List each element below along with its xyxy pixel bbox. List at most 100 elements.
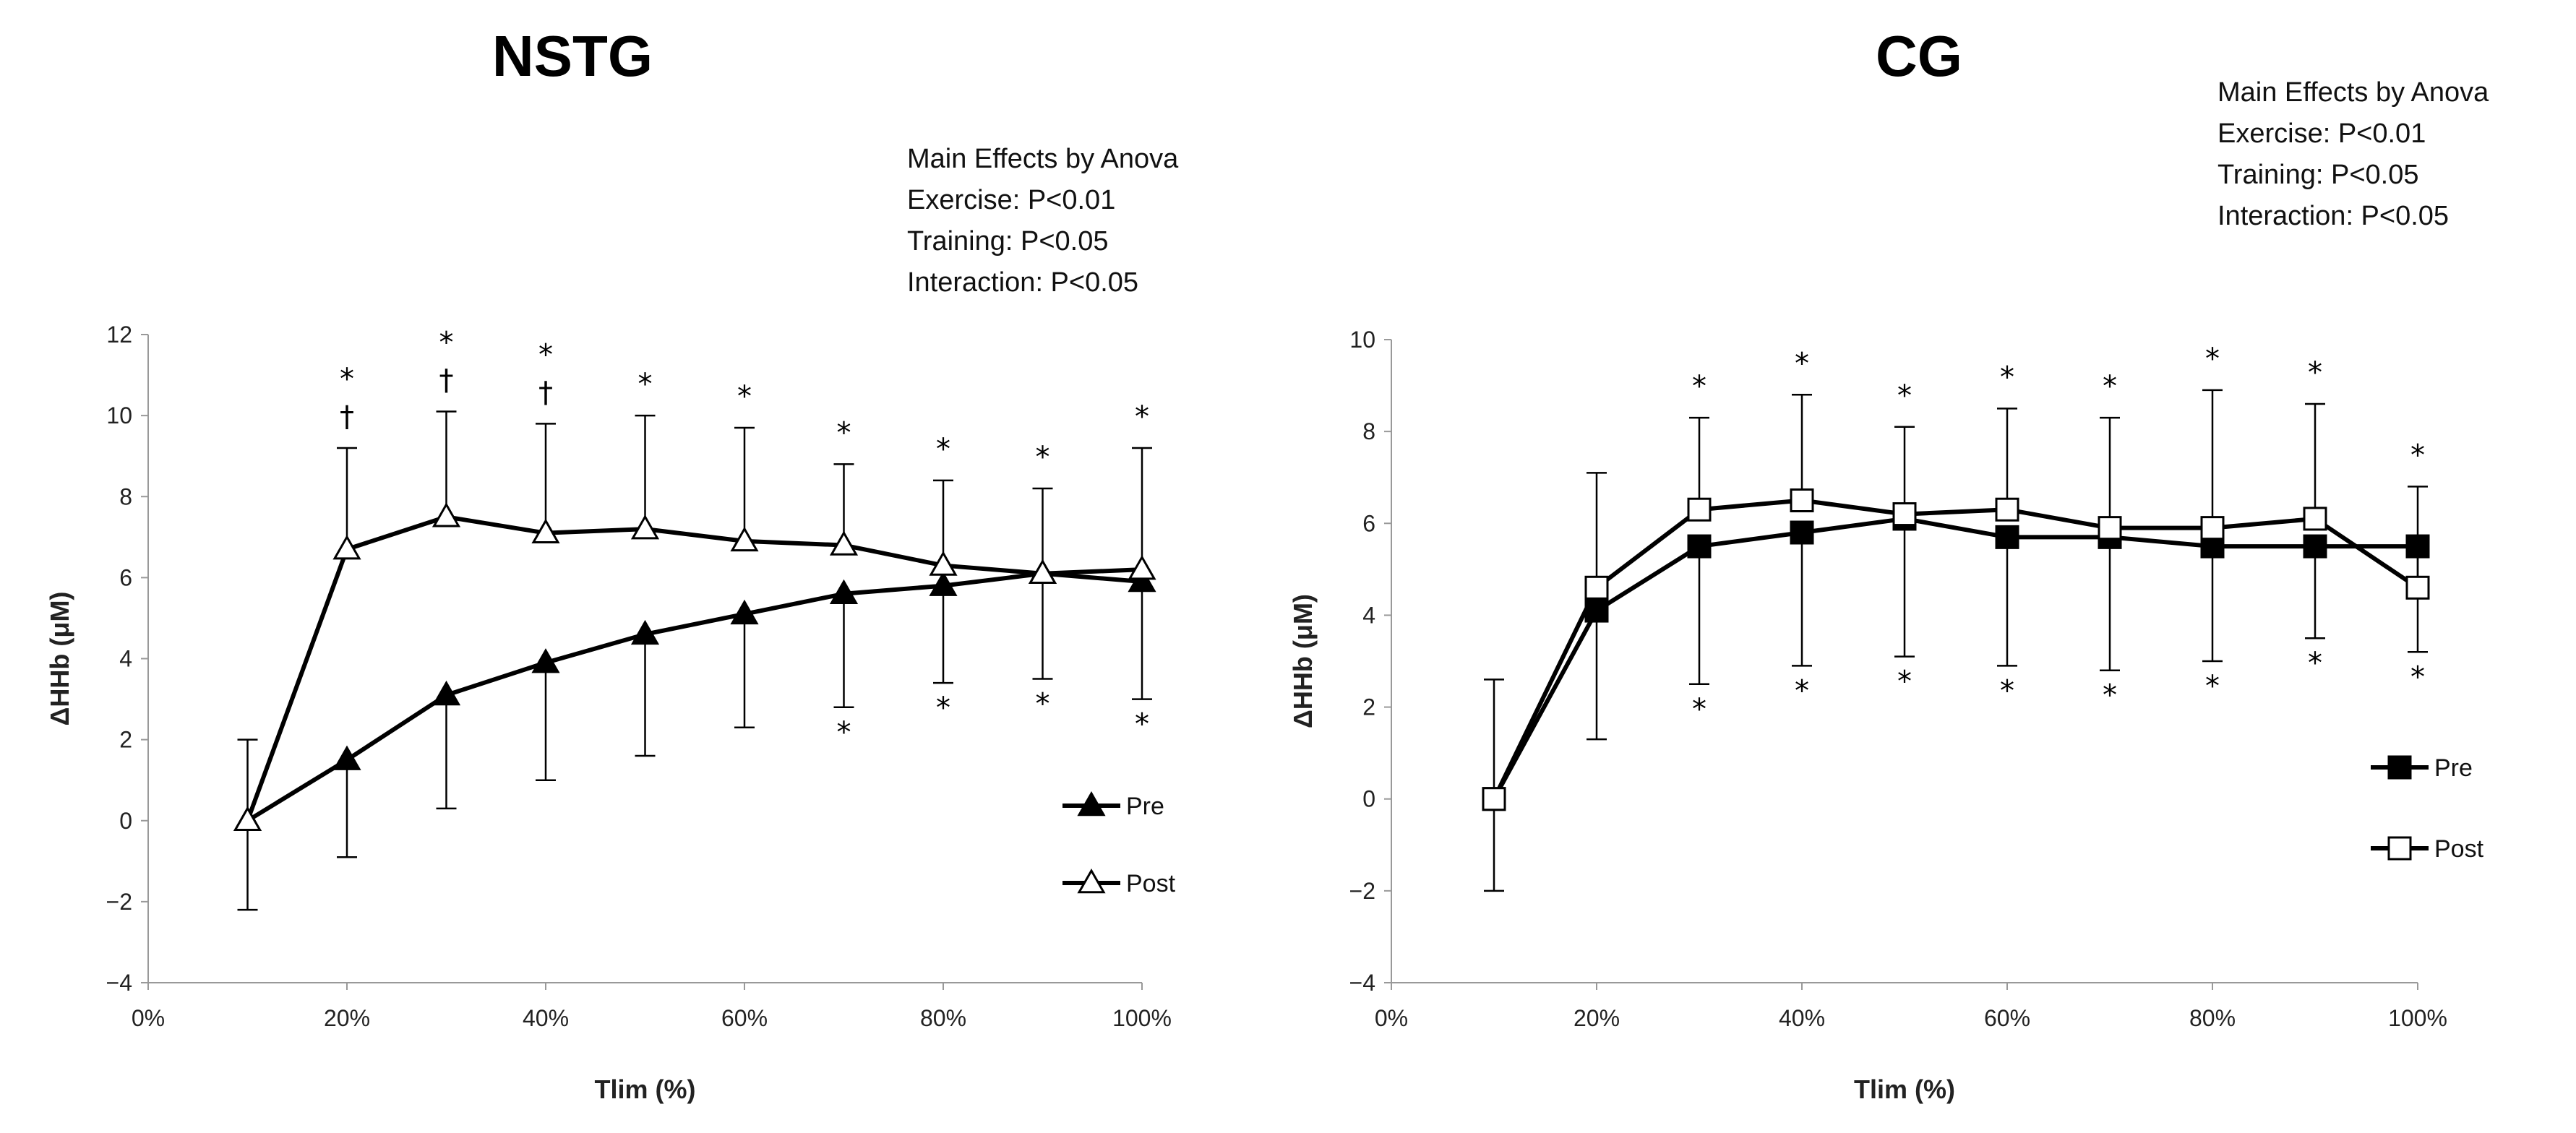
panel1-pre-point [1128, 566, 1156, 593]
panel1-significance-above: † [538, 376, 553, 409]
panel1-pre-point [531, 648, 560, 673]
panel1-significance-below: * [936, 692, 950, 725]
panel1-significance-above: † [340, 400, 354, 434]
panel2-significance-below: * [1795, 674, 1809, 707]
panel1-y-axis-label: ΔHHb (μM) [45, 592, 74, 726]
panel1-y-tick-label: 8 [119, 483, 132, 509]
panel1-post-point [730, 526, 759, 552]
panel2-annotation-line: Exercise: P<0.01 [2217, 119, 2426, 149]
panel2-y-tick-label: −2 [1349, 878, 1375, 904]
panel1-legend-post-marker [1077, 868, 1106, 894]
panel1-y-tick-label: 0 [119, 808, 132, 834]
panel1-significance-below: * [1036, 688, 1050, 721]
panel1-post-point [233, 806, 262, 831]
panel1-significance-above: † [439, 364, 454, 397]
panel2-pre-point [1687, 534, 1712, 559]
panel1-legend-pre-label: Pre [1126, 793, 1164, 820]
panel2-title: CG [1876, 24, 1962, 88]
panel1-post-point [630, 514, 660, 540]
panel2-pre-point [1995, 525, 2019, 549]
panel2-y-tick-label: 8 [1362, 418, 1375, 444]
panel2-annotation-line: Training: P<0.05 [2217, 160, 2419, 190]
panel2-y-tick-label: 4 [1362, 602, 1375, 628]
panel2-legend-pre-marker [2387, 755, 2412, 780]
panel2-y-tick-label: 6 [1362, 510, 1375, 536]
panel2-post-point [1584, 575, 1609, 600]
panel2-x-tick-label: 20% [1573, 1005, 1620, 1031]
panel2-significance-below: * [2000, 674, 2014, 707]
panel2-x-tick-label: 80% [2189, 1005, 2236, 1031]
panel2-y-tick-label: 10 [1349, 327, 1375, 353]
panel2-x-tick-label: 0% [1375, 1005, 1408, 1031]
panel2-post-series-line [1492, 498, 2419, 801]
panel2-significance-above: * [2308, 356, 2322, 389]
panel1-significance-below: * [837, 716, 851, 749]
panel2-legend-post-label: Post [2434, 835, 2484, 863]
panel2-significance-below: * [2103, 679, 2117, 712]
panel1-pre-point [432, 680, 461, 706]
panel2-post-point [2200, 516, 2225, 540]
panel2-significance-above: * [1897, 379, 1912, 413]
panel2-legend-pre-label: Pre [2434, 754, 2473, 782]
panel1-x-tick-label: 100% [1112, 1005, 1172, 1031]
panel1-post-series-line [245, 514, 1143, 822]
panel2-significance-below: * [1692, 693, 1706, 726]
panel2-significance-below: * [2410, 660, 2425, 694]
panel1-post-point [1028, 559, 1057, 585]
panel2-post-point [2098, 516, 2122, 540]
panel1-annotation-line: Main Effects by Anova [907, 144, 1179, 174]
panel1-pre-point [332, 745, 361, 770]
panel1-significance-above: * [439, 327, 454, 360]
panel2-significance-above: * [2205, 343, 2220, 376]
panel1-significance-above: * [538, 338, 553, 371]
panel1-post-point [1128, 555, 1156, 580]
panel1-y-tick-label: −2 [106, 889, 132, 915]
panel2-post-point [2405, 575, 2430, 600]
panel2-pre-point [1790, 520, 1814, 545]
panel1-pre-series-line [246, 571, 1143, 823]
panel2-y-tick-label: 2 [1362, 694, 1375, 720]
panel2-annotation-line: Main Effects by Anova [2217, 77, 2489, 108]
panel2-annotation-line: Interaction: P<0.05 [2217, 201, 2449, 231]
panel1-x-tick-label: 80% [920, 1005, 966, 1031]
panel1-x-tick-label: 20% [324, 1005, 370, 1031]
panel2-post-point [1687, 497, 1712, 522]
panel1-post-point [929, 551, 958, 576]
panel2-pre-point [2405, 534, 2430, 559]
panel2-x-tick-label: 60% [1984, 1005, 2030, 1031]
panel1-x-tick-label: 40% [523, 1005, 569, 1031]
panel1-y-tick-label: 12 [106, 322, 132, 348]
panel2-pre-point [1584, 598, 1609, 623]
panel1-significance-above: * [638, 368, 653, 401]
panel2-y-axis-label: ΔHHb (μM) [1288, 594, 1318, 728]
panel2-significance-above: * [1692, 370, 1706, 403]
panel1-y-tick-label: 6 [119, 564, 132, 590]
panel1-significance-above: * [936, 433, 950, 466]
panel2-y-tick-label: 0 [1362, 786, 1375, 812]
panel1-pre-point [929, 571, 958, 596]
panel1-post-point [432, 502, 461, 527]
panel1-x-tick-label: 0% [132, 1005, 165, 1031]
panel2-significance-above: * [2410, 439, 2425, 472]
panel2-pre-series-line [1492, 516, 2418, 801]
panel2-x-tick-label: 100% [2388, 1005, 2447, 1031]
panel1-significance-above: * [737, 380, 752, 413]
panel1-y-tick-label: 4 [119, 646, 132, 672]
panel2-significance-above: * [2103, 370, 2117, 403]
panel1-pre-point [630, 619, 660, 645]
panel1-significance-above: * [1036, 441, 1050, 474]
panel2-x-tick-label: 40% [1779, 1005, 1825, 1031]
panel1-annotation-line: Interaction: P<0.05 [907, 267, 1138, 298]
panel2-significance-below: * [1897, 665, 1912, 699]
panel1-significance-above: * [1135, 400, 1149, 434]
panel2-legend-post-marker [2387, 836, 2412, 861]
panel2-post-point [2303, 507, 2327, 531]
panel1-post-point [531, 518, 560, 543]
panel2-post-point [1790, 488, 1814, 512]
panel1-significance-below: * [1135, 708, 1149, 741]
panel2-x-axis-label: Tlim (%) [1854, 1074, 1955, 1104]
panel2-post-point [1482, 787, 1506, 811]
panel1-pre-point [730, 599, 759, 625]
